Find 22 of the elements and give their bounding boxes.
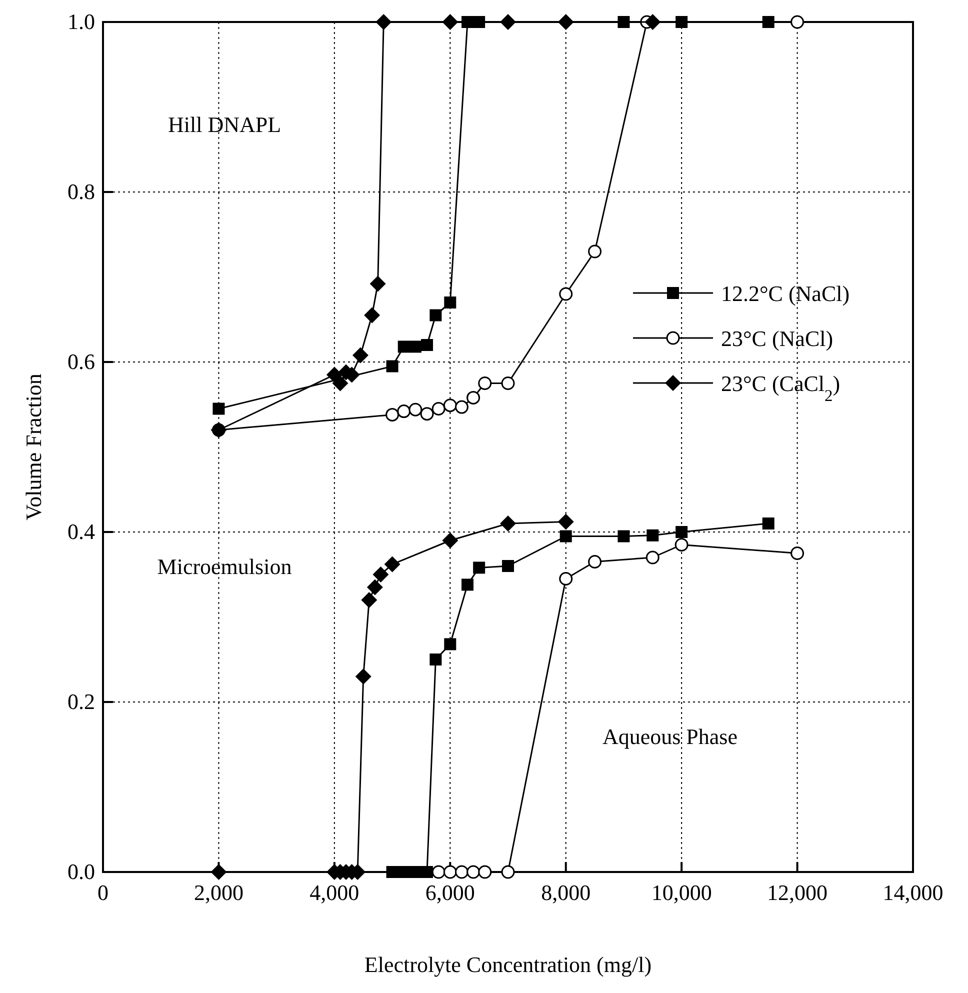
x-tick-label: 2,000 — [194, 880, 244, 905]
legend-label: 23°C (NaCl) — [721, 326, 834, 351]
x-tick-label: 14,000 — [882, 880, 944, 905]
x-tick-label: 0 — [98, 880, 108, 905]
x-tick-label: 6,000 — [425, 880, 475, 905]
y-axis-title: Volume Fraction — [21, 374, 46, 520]
x-tick-label: 4,000 — [310, 880, 360, 905]
annotation: Aqueous Phase — [602, 724, 738, 749]
y-tick-label: 0.2 — [68, 689, 95, 714]
y-tick-label: 0.4 — [68, 519, 95, 544]
y-tick-label: 0.0 — [68, 859, 95, 884]
x-tick-label: 10,000 — [651, 880, 712, 905]
y-tick-label: 0.6 — [68, 349, 95, 374]
legend-label: 12.2°C (NaCl) — [721, 281, 850, 306]
x-tick-label: 8,000 — [541, 880, 591, 905]
annotation: Microemulsion — [157, 554, 292, 579]
x-axis-title: Electrolyte Concentration (mg/l) — [364, 952, 652, 977]
legend-label: 23°C (CaCl$_{2}$) — [721, 371, 840, 404]
annotation: Hill DNAPL — [168, 112, 282, 137]
y-tick-label: 0.8 — [68, 179, 95, 204]
x-tick-label: 12,000 — [767, 880, 828, 905]
y-tick-label: 1.0 — [68, 9, 95, 34]
